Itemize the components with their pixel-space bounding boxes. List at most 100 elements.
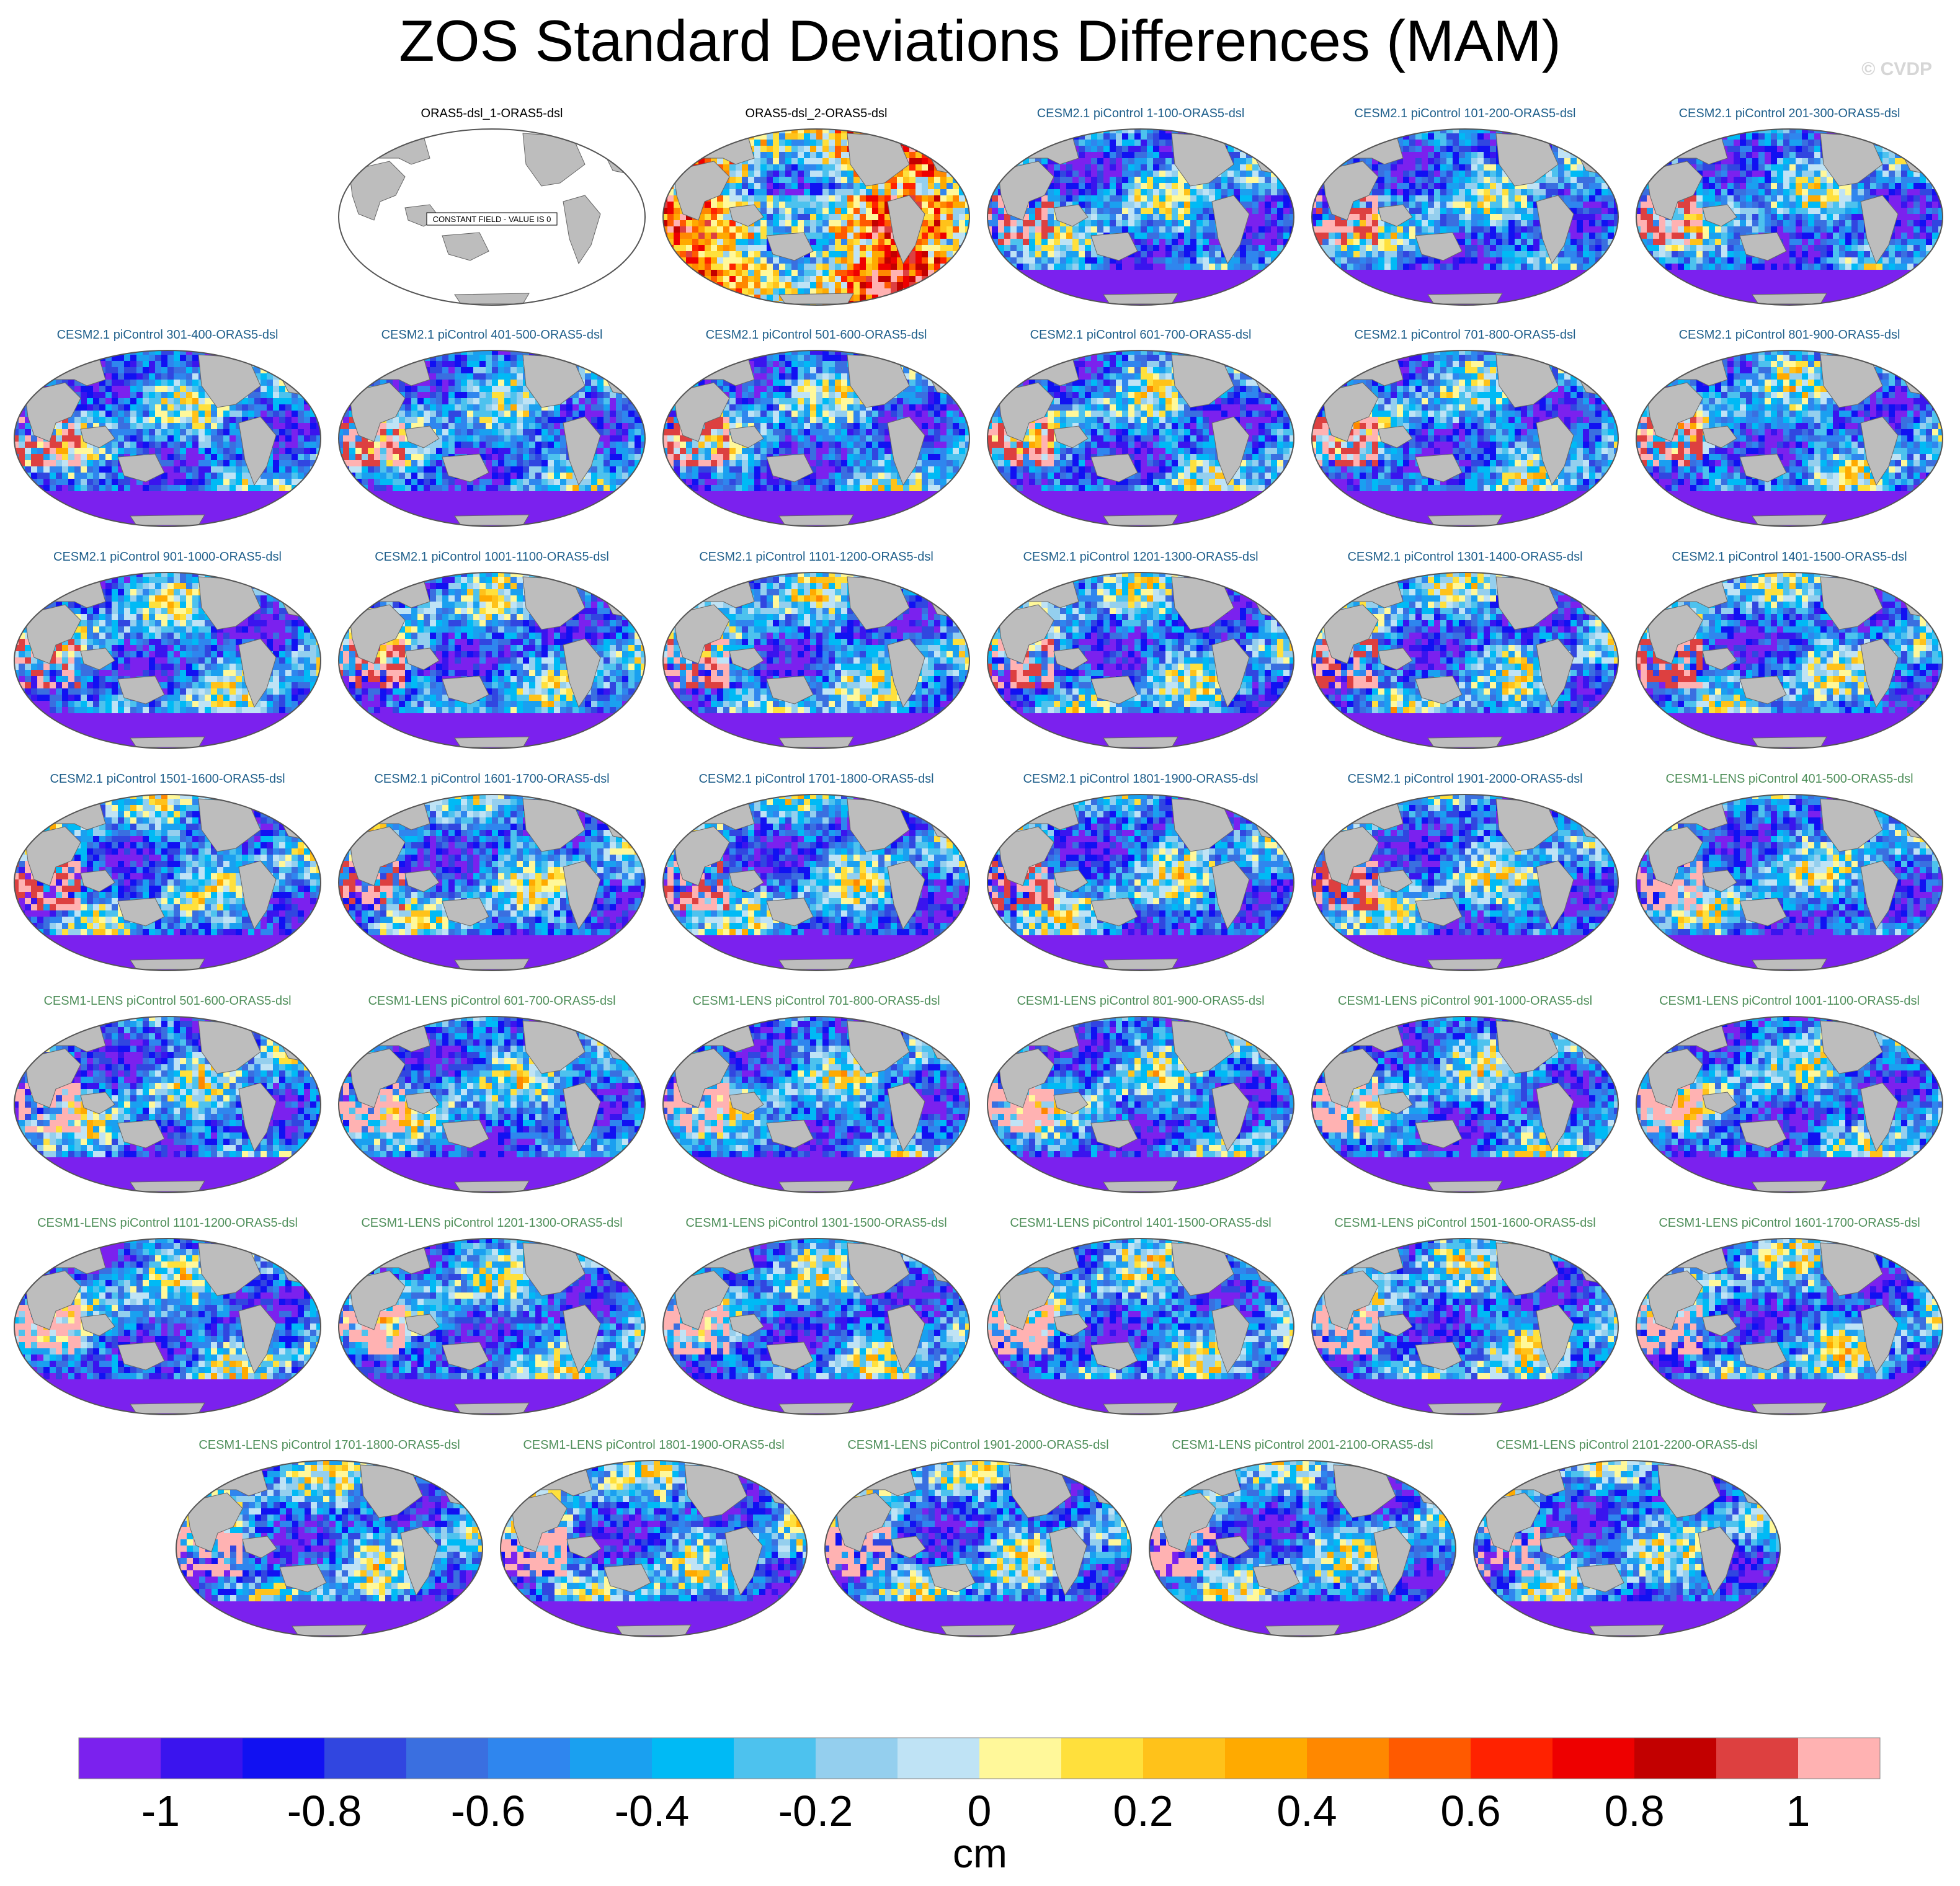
land-mask — [887, 416, 925, 486]
land-mask — [1322, 382, 1379, 442]
colorbar-border — [78, 1737, 1881, 1779]
land-mask — [563, 1304, 601, 1374]
land-mask — [1053, 870, 1089, 892]
land-mask — [442, 232, 489, 261]
land-mask — [778, 1180, 854, 1192]
land-mask — [1378, 1314, 1413, 1337]
colorbar-tick-label: 1 — [1736, 1786, 1860, 1836]
land-mask — [1752, 736, 1827, 748]
land-mask — [1739, 675, 1787, 705]
land-mask — [404, 870, 440, 892]
land-mask — [1211, 1304, 1250, 1374]
land-mask — [80, 647, 115, 670]
land-mask — [117, 675, 165, 705]
land-mask — [404, 647, 440, 670]
panel-title: CESM2.1 piControl 501-600-ORAS5-dsl — [661, 327, 971, 342]
land-mask — [1427, 293, 1503, 305]
land-mask — [1860, 416, 1899, 486]
land-mask — [1090, 675, 1138, 705]
panel-title: CESM1-LENS piControl 801-900-ORAS5-dsl — [986, 994, 1296, 1008]
map-panel — [1636, 572, 1943, 749]
colorbar-swatch — [1143, 1738, 1226, 1779]
land-mask — [673, 382, 730, 442]
map-panel — [1636, 794, 1943, 971]
map-panel — [1636, 1016, 1943, 1193]
colorbar-swatch — [488, 1738, 571, 1779]
land-mask — [1090, 232, 1138, 261]
land-mask — [24, 826, 81, 886]
land-mask — [1860, 638, 1899, 708]
panel-title: CESM2.1 piControl 1101-1200-ORAS5-dsl — [661, 549, 971, 564]
land-mask — [1646, 604, 1703, 664]
land-mask — [80, 1314, 115, 1337]
land-mask — [1322, 604, 1379, 664]
land-mask — [1577, 1564, 1624, 1593]
panel-grid: ORAS5-dsl_1-ORAS5-dsl CONSTANT FIELD - VA… — [12, 106, 1944, 1637]
map-outline — [1311, 1238, 1619, 1415]
land-mask — [729, 870, 764, 892]
land-mask — [24, 1270, 81, 1330]
map-outline — [987, 794, 1294, 971]
land-mask — [1752, 514, 1827, 526]
panel-title: CESM1-LENS piControl 1201-1300-ORAS5-dsl — [337, 1216, 647, 1230]
map-panel — [1311, 128, 1619, 306]
land-mask — [1415, 232, 1463, 261]
panel-title: CESM1-LENS piControl 2101-2200-ORAS5-dsl — [1472, 1438, 1782, 1452]
map-outline — [1636, 1238, 1943, 1415]
land-mask — [349, 826, 406, 886]
map-panel — [1311, 572, 1619, 749]
map-panel — [1636, 350, 1943, 527]
colorbar-swatch — [1634, 1738, 1717, 1779]
figure-title: ZOS Standard Deviations Differences (MAM… — [0, 9, 1960, 73]
land-mask — [563, 195, 601, 265]
land-mask — [563, 638, 601, 708]
land-mask — [510, 1492, 568, 1552]
land-mask — [563, 1082, 601, 1152]
land-mask — [1752, 293, 1827, 305]
land-mask — [1739, 453, 1787, 483]
land-mask — [887, 1082, 925, 1152]
panel-title: CESM1-LENS piControl 1801-1900-ORAS5-dsl — [499, 1438, 809, 1452]
land-mask — [1702, 1092, 1737, 1114]
colorbar-swatch — [570, 1738, 653, 1779]
land-mask — [766, 232, 814, 261]
panel-title: CESM1-LENS piControl 1601-1700-ORAS5-dsl — [1634, 1216, 1944, 1230]
land-mask — [1860, 195, 1899, 265]
land-mask — [404, 1092, 440, 1114]
land-mask — [766, 1119, 814, 1149]
land-mask — [729, 204, 764, 227]
land-mask — [454, 958, 530, 970]
panel-title: CESM1-LENS piControl 1101-1200-ORAS5-dsl — [12, 1216, 323, 1230]
land-mask — [729, 1092, 764, 1114]
credit-watermark: © CVDP — [1861, 59, 1932, 80]
land-mask — [349, 604, 406, 664]
land-mask — [563, 416, 601, 486]
map-outline — [338, 794, 646, 971]
land-mask — [928, 1564, 976, 1593]
land-mask — [997, 604, 1054, 664]
map-outline — [1636, 572, 1943, 749]
land-mask — [1373, 1526, 1412, 1596]
land-mask — [238, 860, 277, 930]
panel-title: CESM2.1 piControl 701-800-ORAS5-dsl — [1310, 327, 1620, 342]
land-mask — [238, 1304, 277, 1374]
map-panel — [14, 1238, 321, 1415]
map-panel — [662, 1016, 970, 1193]
land-mask — [130, 1402, 205, 1414]
land-mask — [887, 195, 925, 265]
land-mask — [1378, 204, 1413, 227]
land-mask — [1484, 1492, 1541, 1552]
land-mask — [130, 1180, 205, 1192]
land-mask — [80, 1092, 115, 1114]
colorbar-swatch — [1471, 1738, 1553, 1779]
colorbar-swatch — [1798, 1738, 1881, 1779]
map-panel — [824, 1460, 1132, 1637]
land-mask — [891, 1536, 926, 1559]
land-mask — [1646, 826, 1703, 886]
land-mask — [1090, 897, 1138, 927]
land-mask — [604, 1564, 651, 1593]
land-mask — [778, 736, 854, 748]
map-panel — [176, 1460, 483, 1637]
panel-title: ORAS5-dsl_2-ORAS5-dsl — [661, 106, 971, 121]
panel-title: CESM1-LENS piControl 701-800-ORAS5-dsl — [661, 994, 971, 1008]
